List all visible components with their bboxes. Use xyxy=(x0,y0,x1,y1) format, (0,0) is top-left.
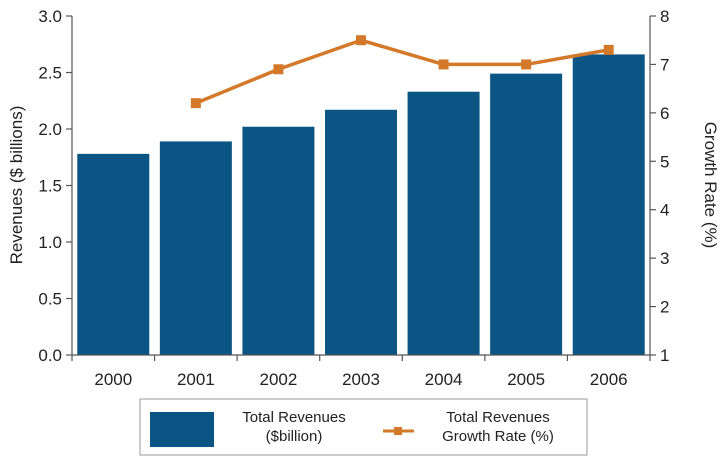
legend-swatch-growth-marker xyxy=(394,427,402,435)
bar-2005 xyxy=(490,73,563,355)
x-tick-label: 2006 xyxy=(590,370,628,389)
growth-rate-line xyxy=(195,38,610,105)
y-tick-label: 1.0 xyxy=(38,233,62,252)
y-tick-label: 0.0 xyxy=(38,346,62,365)
x-tick-label: 2000 xyxy=(94,370,132,389)
bar-2003 xyxy=(325,109,397,355)
bar-2004 xyxy=(407,91,480,356)
legend-label-growth-line1: Total Revenues xyxy=(446,409,549,426)
labels-layer: 0.0 0.5 1.0 1.5 2.0 2.5 3.0 1 2 3 4 5 6 7 8 2000 2001 200… xyxy=(38,7,669,389)
y2-tick-label: 4 xyxy=(660,201,669,220)
legend-frame xyxy=(139,398,588,456)
y2-tick-label: 6 xyxy=(660,104,669,123)
y-tick-label: 2.0 xyxy=(38,120,62,139)
y2-tick-label: 5 xyxy=(660,152,669,171)
bar-2002 xyxy=(242,126,315,356)
growth-rate-point xyxy=(521,59,532,70)
y2-tick-label: 1 xyxy=(660,346,669,365)
legend-label-revenues-line1: Total Revenues xyxy=(242,409,345,426)
line-layer xyxy=(190,35,614,109)
growth-rate-point xyxy=(603,44,614,55)
y2-tick-label: 3 xyxy=(660,249,669,268)
legend: Total Revenues ($billion) Total Revenues… xyxy=(139,398,588,456)
growth-rate-point xyxy=(438,59,449,70)
y2-tick-label: 7 xyxy=(660,55,669,74)
growth-rate-point xyxy=(273,64,284,75)
bar-2006 xyxy=(572,54,645,356)
bar-2001 xyxy=(159,141,232,355)
x-tick-label: 2002 xyxy=(260,370,298,389)
y2-axis-title: Growth Rate (%) xyxy=(701,122,720,249)
legend-label-growth-line2: Growth Rate (%) xyxy=(442,428,554,445)
growth-rate-point xyxy=(190,98,201,109)
y2-tick-label: 8 xyxy=(660,7,669,26)
x-tick-label: 2004 xyxy=(425,370,463,389)
y-tick-label: 1.5 xyxy=(38,177,62,196)
y-axis-title: Revenues ($ billions) xyxy=(7,106,26,265)
growth-rate-point xyxy=(356,35,366,46)
x-tick-label: 2003 xyxy=(342,370,380,389)
x-tick-label: 2001 xyxy=(177,370,215,389)
legend-label-revenues-line2: ($billion) xyxy=(266,428,323,445)
bars-layer xyxy=(77,54,645,356)
y-tick-label: 2.5 xyxy=(38,64,62,83)
axes-layer xyxy=(66,15,656,361)
y-tick-label: 0.5 xyxy=(38,290,62,309)
bar-2000 xyxy=(77,153,150,355)
legend-swatch-revenues xyxy=(150,412,214,447)
y-tick-label: 3.0 xyxy=(38,7,62,26)
y2-tick-label: 2 xyxy=(660,298,669,317)
x-tick-label: 2005 xyxy=(507,370,545,389)
